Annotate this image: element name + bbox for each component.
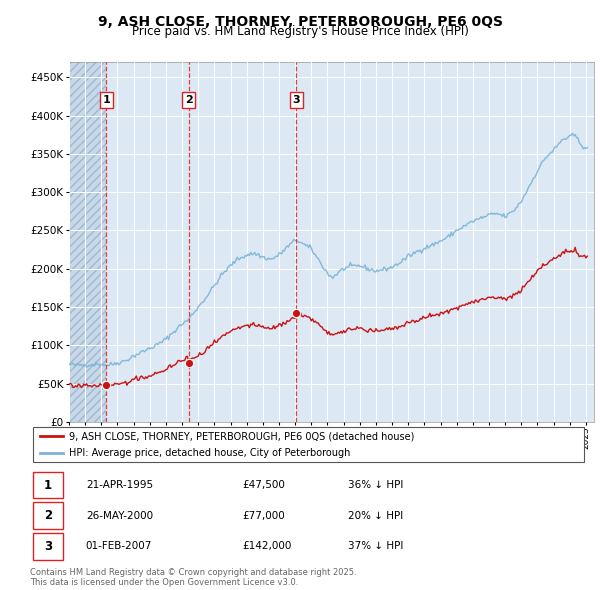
Text: 3: 3 — [293, 95, 300, 105]
Text: 20% ↓ HPI: 20% ↓ HPI — [348, 511, 403, 520]
Bar — [33, 533, 64, 560]
Text: £77,000: £77,000 — [242, 511, 285, 520]
Text: 2: 2 — [44, 509, 52, 522]
Bar — [33, 471, 64, 499]
Text: £142,000: £142,000 — [242, 541, 292, 551]
Text: £47,500: £47,500 — [242, 480, 285, 490]
Text: Price paid vs. HM Land Registry's House Price Index (HPI): Price paid vs. HM Land Registry's House … — [131, 25, 469, 38]
Text: 26-MAY-2000: 26-MAY-2000 — [86, 511, 153, 520]
Text: 37% ↓ HPI: 37% ↓ HPI — [348, 541, 403, 551]
Text: 2: 2 — [185, 95, 193, 105]
Text: 01-FEB-2007: 01-FEB-2007 — [86, 541, 152, 551]
Bar — [69, 62, 106, 422]
Text: 36% ↓ HPI: 36% ↓ HPI — [348, 480, 403, 490]
Text: HPI: Average price, detached house, City of Peterborough: HPI: Average price, detached house, City… — [69, 448, 350, 458]
Bar — [33, 502, 64, 529]
Text: 1: 1 — [103, 95, 110, 105]
Text: 9, ASH CLOSE, THORNEY, PETERBOROUGH, PE6 0QS: 9, ASH CLOSE, THORNEY, PETERBOROUGH, PE6… — [97, 15, 503, 29]
Text: 3: 3 — [44, 540, 52, 553]
Text: 1: 1 — [44, 478, 52, 491]
Text: Contains HM Land Registry data © Crown copyright and database right 2025.
This d: Contains HM Land Registry data © Crown c… — [30, 568, 356, 587]
Text: 21-APR-1995: 21-APR-1995 — [86, 480, 153, 490]
Text: 9, ASH CLOSE, THORNEY, PETERBOROUGH, PE6 0QS (detached house): 9, ASH CLOSE, THORNEY, PETERBOROUGH, PE6… — [69, 431, 415, 441]
